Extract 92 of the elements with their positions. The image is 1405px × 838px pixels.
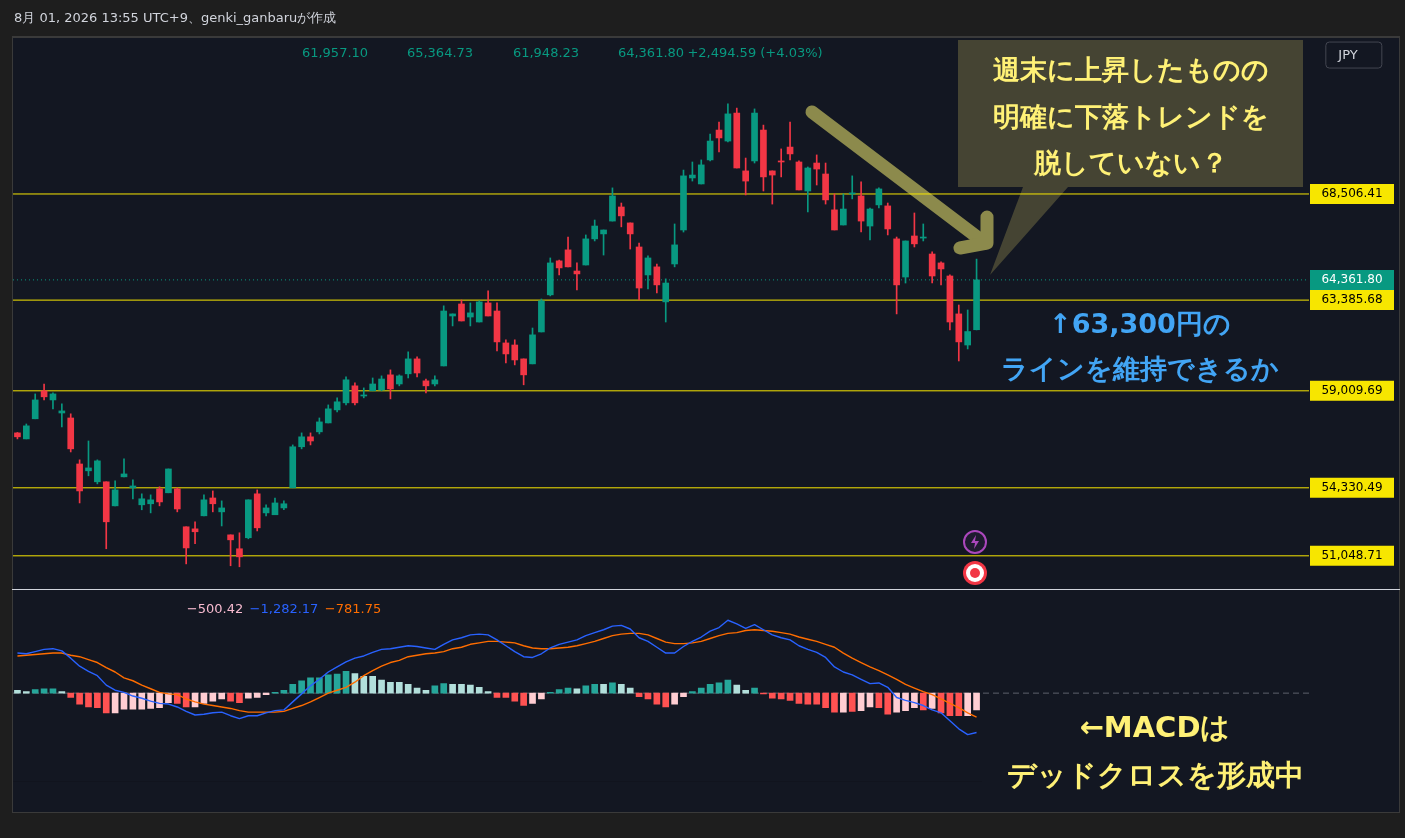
bar: [404, 684, 412, 694]
bar: [182, 692, 190, 708]
bar: [236, 692, 243, 703]
bar: [822, 692, 829, 709]
bar: [395, 681, 403, 694]
bar: [245, 692, 252, 699]
bar: [467, 684, 474, 694]
bar: [22, 691, 30, 694]
text: デッドクロスを形成中: [1006, 757, 1304, 793]
bar: [964, 692, 972, 717]
bar: [76, 692, 83, 705]
ref-line-label: 51,048.71: [1321, 547, 1383, 562]
text: ↑63,300円の: [1049, 307, 1231, 341]
ref-line-label: 54,330.49: [1321, 479, 1383, 494]
bar: [955, 692, 963, 717]
bar: [147, 692, 154, 709]
bar: [67, 692, 75, 698]
bar: [31, 689, 39, 694]
bar: [609, 682, 616, 694]
text: 8月 01, 2026 13:55 UTC+9、genki_ganbaruが作成: [14, 10, 337, 26]
bar: [768, 692, 776, 699]
bar: [893, 692, 900, 713]
ref-line-label: 63,385.68: [1321, 292, 1383, 307]
bar: [218, 692, 226, 700]
annotation: 61,948.23: [512, 45, 580, 61]
text: −1,282.17: [249, 601, 319, 617]
bar: [813, 692, 821, 705]
bar: [449, 684, 456, 694]
bar: [475, 686, 483, 694]
bar: [94, 692, 101, 709]
bar: [911, 692, 918, 709]
candlestick: [813, 154, 821, 186]
bar: [227, 692, 234, 702]
annotation: +2,494.59 (+4.03%): [687, 45, 823, 61]
bar: [316, 677, 323, 694]
bar: [298, 680, 305, 694]
bar: [253, 692, 261, 698]
bar: [831, 692, 838, 713]
bar: [626, 687, 634, 694]
bar: [387, 681, 394, 694]
text: 週末に上昇したものの: [993, 53, 1269, 87]
bar: [733, 684, 741, 694]
bar: [751, 687, 758, 694]
bar: [902, 692, 909, 711]
bar: [795, 692, 803, 704]
bar: [289, 684, 297, 694]
bar: [680, 692, 687, 698]
bar: [369, 676, 376, 694]
bar: [591, 684, 599, 694]
bar: [671, 692, 678, 705]
bar: [520, 692, 527, 706]
text: 脱していない？: [1034, 146, 1228, 180]
annotation: 64,361.80: [617, 45, 685, 61]
bar: [697, 687, 705, 694]
ref-line-label: 59,009.69: [1321, 382, 1383, 397]
bar: [85, 692, 92, 708]
bar: [209, 692, 217, 702]
bar: [102, 692, 110, 714]
bar: [840, 692, 847, 713]
bar: [529, 692, 536, 704]
bar: [618, 684, 625, 694]
bar: [378, 679, 385, 694]
bar: [884, 692, 892, 715]
bar: [582, 685, 590, 694]
bar: [511, 692, 519, 702]
ref-line-label: 68,506.41: [1321, 186, 1383, 201]
bar: [919, 692, 927, 711]
ref-line-label: 64,361.80: [1321, 272, 1383, 287]
bar: [538, 692, 545, 700]
bar: [440, 683, 448, 694]
annotation: 61,957.10: [301, 45, 369, 61]
bar: [662, 692, 670, 708]
annotation: 65,364.73: [406, 45, 474, 61]
bar: [973, 692, 980, 711]
text: −781.75: [324, 601, 382, 617]
bar: [360, 676, 368, 694]
bar: [804, 692, 812, 705]
bar: [848, 692, 856, 712]
text: 明確に下落トレンドを: [993, 100, 1269, 134]
text: ←MACDは: [1079, 709, 1231, 745]
bar: [138, 692, 146, 710]
bar: [324, 674, 332, 694]
candlestick: [218, 500, 226, 527]
bar: [458, 684, 465, 694]
text: JPY: [1325, 41, 1383, 69]
bar: [777, 692, 785, 700]
bar: [786, 692, 794, 701]
bar: [600, 684, 607, 694]
text: ラインを維持できるか: [1001, 352, 1279, 386]
bar: [689, 691, 696, 694]
bar: [156, 692, 163, 709]
text: −500.42: [186, 601, 244, 617]
